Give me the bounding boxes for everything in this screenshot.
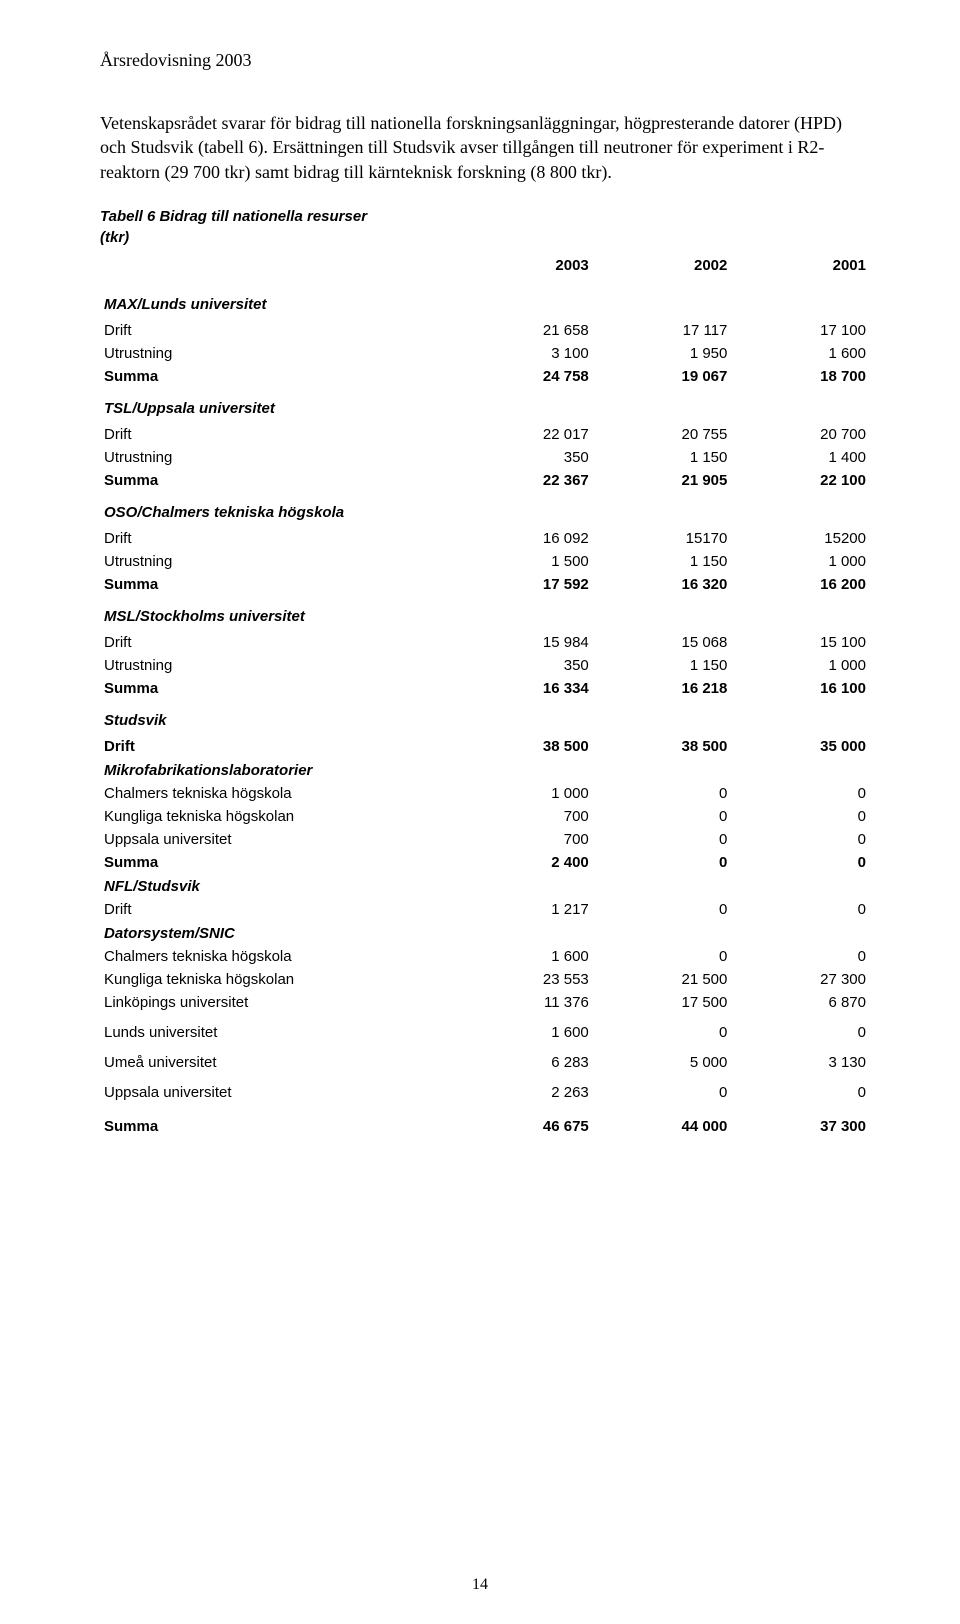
- table-row: Drift 21 658 17 117 17 100: [100, 319, 870, 342]
- intro-paragraph: Vetenskapsrådet svarar för bidrag till n…: [100, 111, 870, 184]
- table-row-final-summa: Summa 46 675 44 000 37 300: [100, 1104, 870, 1138]
- table-row: Utrustning 350 1 150 1 000: [100, 654, 870, 677]
- subsection-nfl: NFL/Studsvik: [100, 874, 870, 898]
- table-row: Umeå universitet 6 283 5 000 3 130: [100, 1044, 870, 1074]
- table-row: Utrustning 3 100 1 950 1 600: [100, 342, 870, 365]
- table-row-summa: Summa 2 400 0 0: [100, 851, 870, 874]
- table-row: Utrustning 350 1 150 1 400: [100, 446, 870, 469]
- table-row: Uppsala universitet 2 263 0 0: [100, 1074, 870, 1104]
- table-row: Lunds universitet 1 600 0 0: [100, 1014, 870, 1044]
- table-row: Kungliga tekniska högskolan 700 0 0: [100, 805, 870, 828]
- year-col: 2003: [454, 254, 593, 284]
- table-row: Drift 15 984 15 068 15 100: [100, 631, 870, 654]
- section-header-tsl: TSL/Uppsala universitet: [100, 388, 870, 423]
- document-header: Årsredovisning 2003: [100, 50, 870, 71]
- table-row: Drift 16 092 15170 15200: [100, 527, 870, 550]
- table-title-unit: (tkr): [100, 229, 870, 246]
- table-row: Kungliga tekniska högskolan 23 553 21 50…: [100, 968, 870, 991]
- section-header-studsvik: Studsvik: [100, 700, 870, 735]
- table-row-summa: Summa 16 334 16 218 16 100: [100, 677, 870, 700]
- table-row: Drift 38 500 38 500 35 000: [100, 735, 870, 758]
- section-header-max: MAX/Lunds universitet: [100, 284, 870, 319]
- table-row: Chalmers tekniska högskola 1 600 0 0: [100, 945, 870, 968]
- table-row: Drift 22 017 20 755 20 700: [100, 423, 870, 446]
- table-title: Tabell 6 Bidrag till nationella resurser: [100, 208, 870, 225]
- year-col: 2001: [731, 254, 870, 284]
- grants-table: 2003 2002 2001 MAX/Lunds universitet Dri…: [100, 254, 870, 1138]
- subsection-mikrofabrik: Mikrofabrikationslaboratorier: [100, 758, 870, 782]
- section-header-msl: MSL/Stockholms universitet: [100, 596, 870, 631]
- year-col: 2002: [593, 254, 732, 284]
- table-row-summa: Summa 17 592 16 320 16 200: [100, 573, 870, 596]
- table-row-summa: Summa 22 367 21 905 22 100: [100, 469, 870, 492]
- table-row: Drift 1 217 0 0: [100, 898, 870, 921]
- table-row: Utrustning 1 500 1 150 1 000: [100, 550, 870, 573]
- table-row: Chalmers tekniska högskola 1 000 0 0: [100, 782, 870, 805]
- table-row: Linköpings universitet 11 376 17 500 6 8…: [100, 991, 870, 1014]
- subsection-dator: Datorsystem/SNIC: [100, 921, 870, 945]
- section-header-oso: OSO/Chalmers tekniska högskola: [100, 492, 870, 527]
- table-row: Uppsala universitet 700 0 0: [100, 828, 870, 851]
- table-row-summa: Summa 24 758 19 067 18 700: [100, 365, 870, 388]
- table-year-row: 2003 2002 2001: [100, 254, 870, 284]
- page-number: 14: [0, 1576, 960, 1594]
